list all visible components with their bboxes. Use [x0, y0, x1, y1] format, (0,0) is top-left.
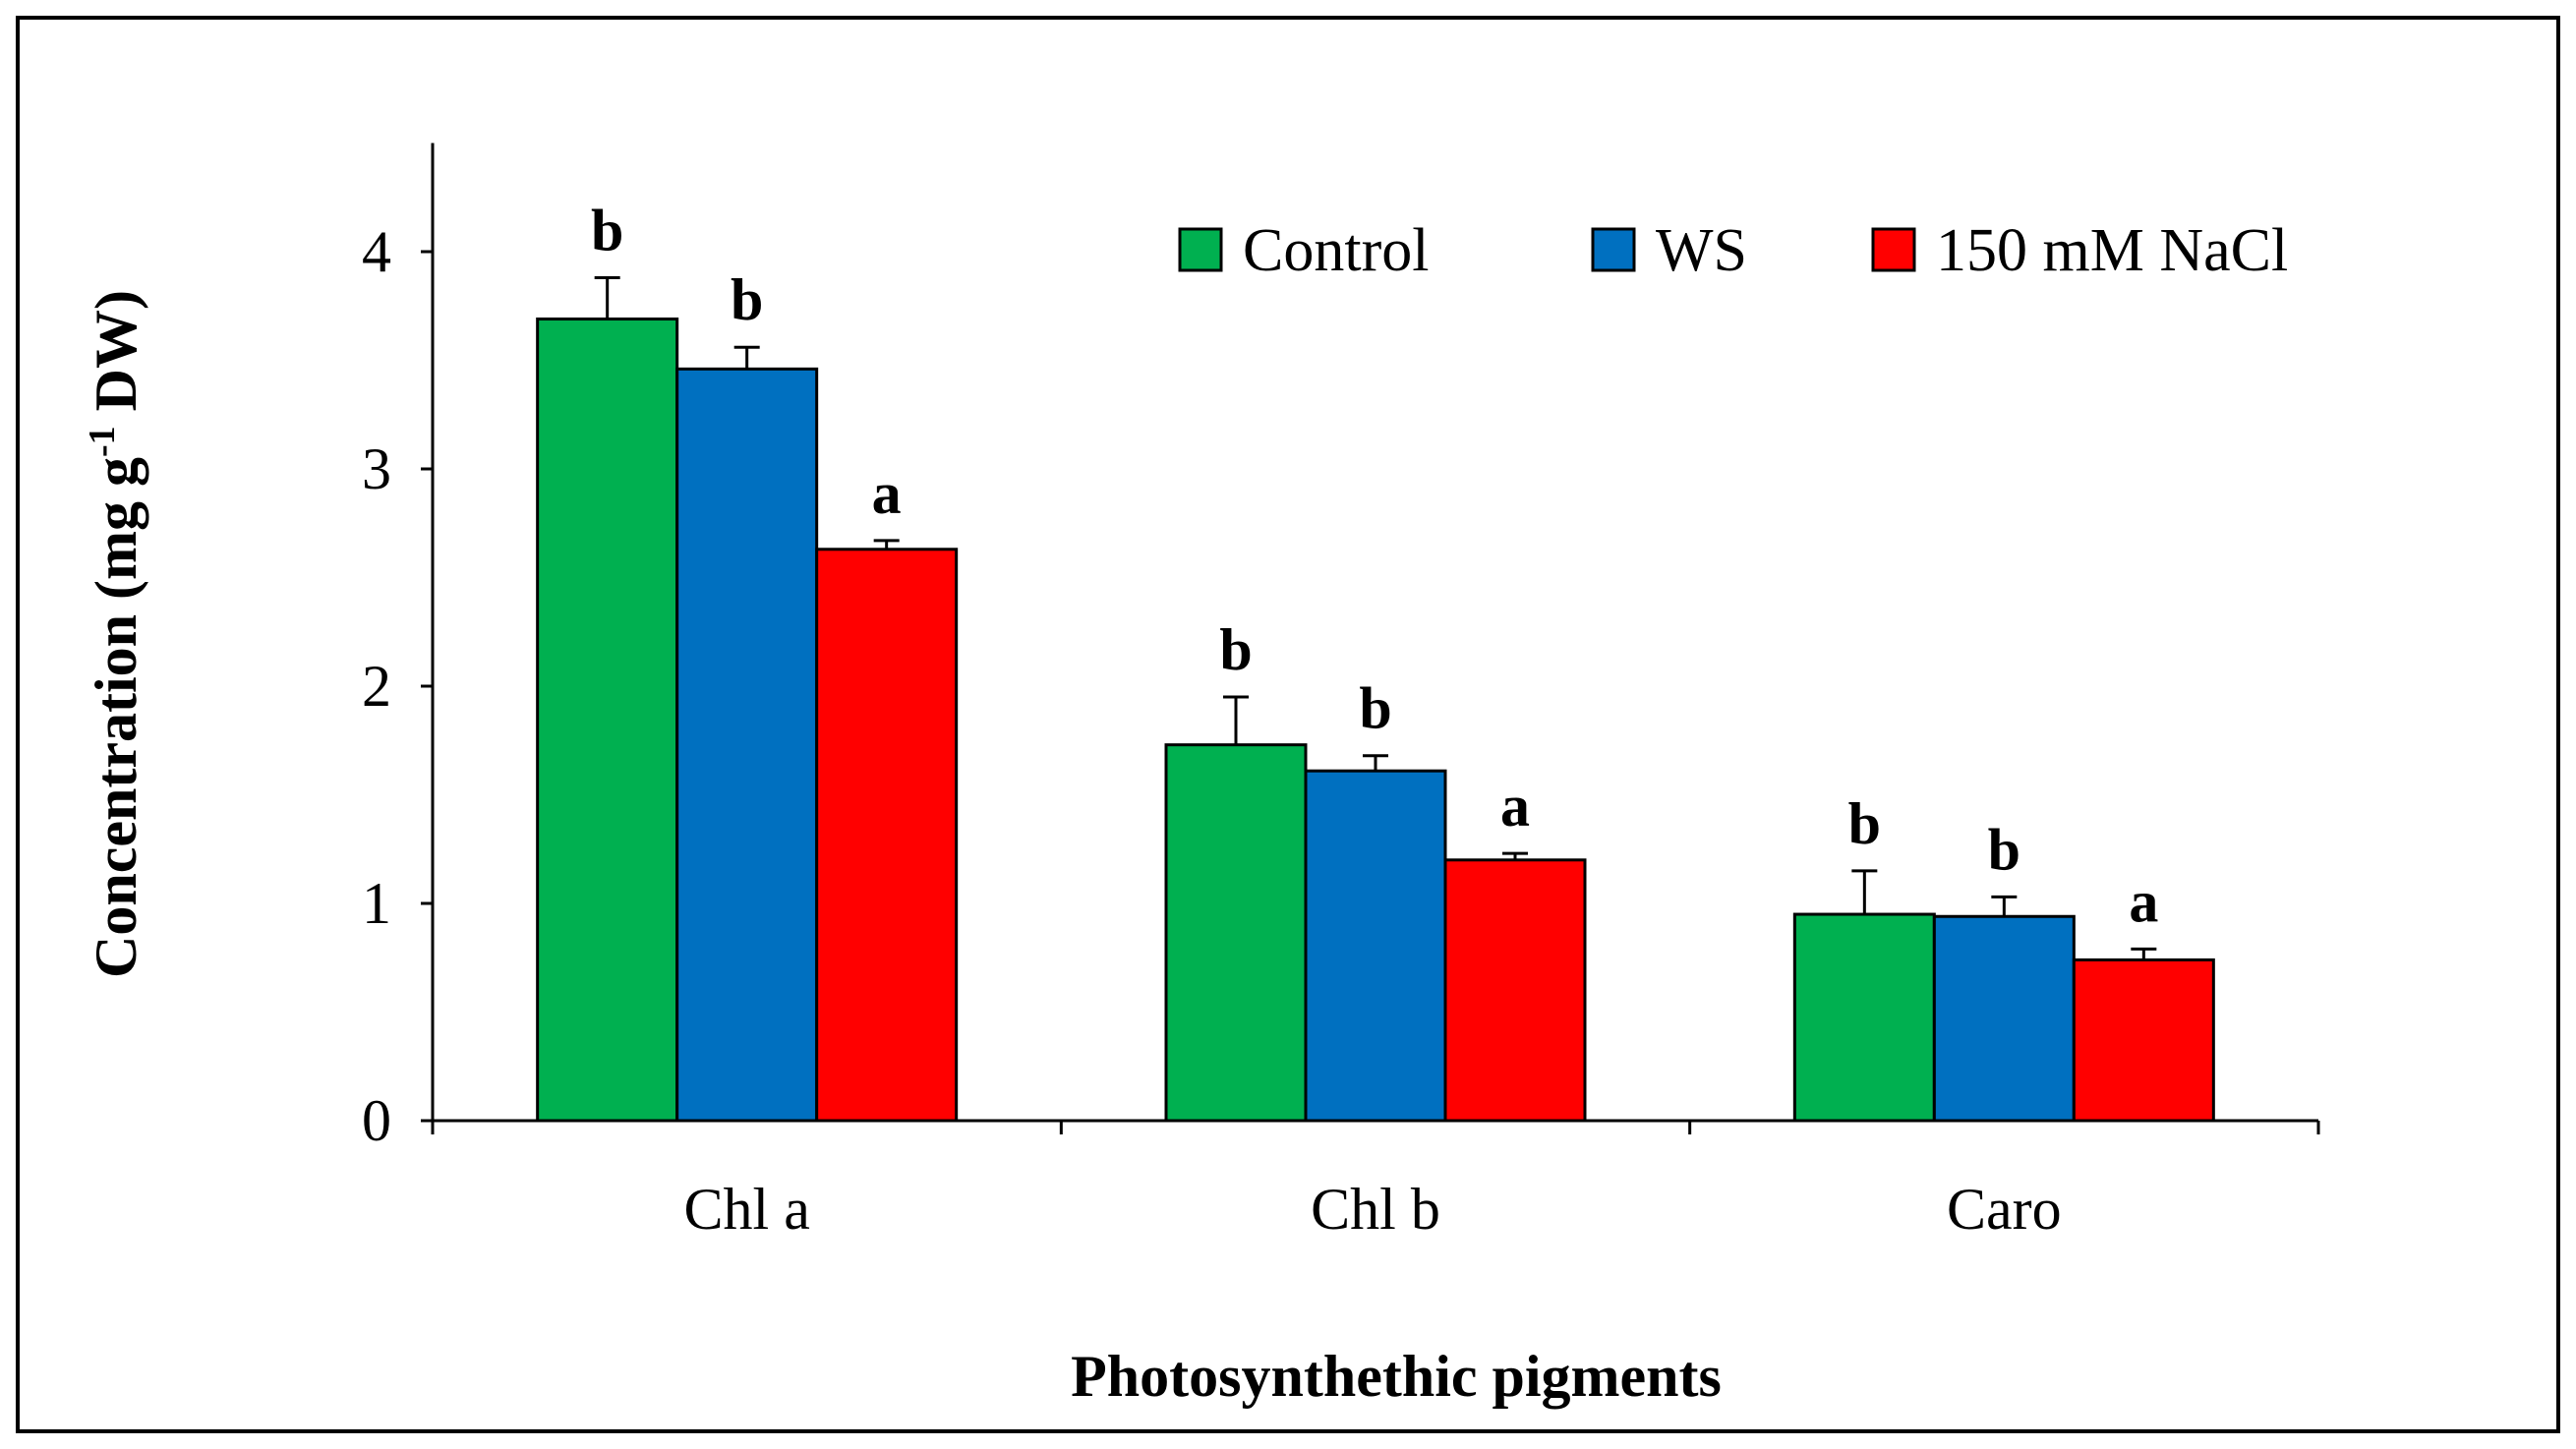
x-axis: Chl a Chl b Caro: [431, 1119, 2320, 1242]
bar: [675, 367, 819, 1123]
legend-item: WS: [1591, 217, 1747, 284]
significance-label: b: [1848, 791, 1881, 856]
significance-label: a: [2129, 869, 2158, 934]
significance-label: a: [872, 461, 902, 526]
significance-label: b: [1359, 676, 1391, 741]
significance-label: b: [1988, 817, 2020, 882]
significance-label: b: [731, 267, 763, 332]
bar-groups: b b a b b a b b a: [536, 199, 2215, 1123]
y-axis: 0 1 2 3 4: [362, 143, 435, 1153]
y-axis-title: Concentration (mg g-1 DW): [82, 290, 148, 978]
x-category-label: Chl a: [684, 1177, 810, 1242]
y-tick-label: 2: [362, 654, 391, 719]
legend-swatch: [1591, 227, 1636, 272]
legend: Control WS 150 mM NaCl: [1178, 217, 2288, 284]
bar: [1792, 912, 1936, 1123]
y-tick-label: 4: [362, 219, 391, 284]
legend-swatch: [1178, 227, 1223, 272]
legend-label: Control: [1243, 217, 1429, 284]
bar: [536, 318, 679, 1123]
bar: [1164, 743, 1308, 1123]
legend-item: Control: [1178, 217, 1429, 284]
chart-frame: [16, 16, 2560, 1433]
y-tick-label: 1: [362, 871, 391, 936]
significance-label: b: [1219, 617, 1252, 682]
bar-group: b b a: [536, 199, 959, 1123]
significance-label: a: [1500, 774, 1530, 839]
bar-group: b b a: [1164, 617, 1587, 1123]
legend-label: 150 mM NaCl: [1936, 217, 2288, 284]
bar: [1932, 914, 2076, 1123]
y-tick-label: 0: [362, 1088, 391, 1153]
bar: [1304, 769, 1447, 1123]
legend-label: WS: [1656, 217, 1747, 284]
x-axis-title: Photosynthethic pigments: [1071, 1344, 1722, 1409]
x-category-label: Caro: [1947, 1177, 2062, 1242]
significance-label: b: [591, 199, 623, 263]
bar: [2072, 957, 2215, 1123]
y-tick-label: 3: [362, 436, 391, 501]
legend-item: 150 mM NaCl: [1871, 217, 2288, 284]
legend-swatch: [1871, 227, 1916, 272]
x-category-label: Chl b: [1311, 1177, 1440, 1242]
bar: [815, 548, 959, 1123]
bar-group: b b a: [1792, 791, 2215, 1123]
bar: [1443, 858, 1587, 1123]
